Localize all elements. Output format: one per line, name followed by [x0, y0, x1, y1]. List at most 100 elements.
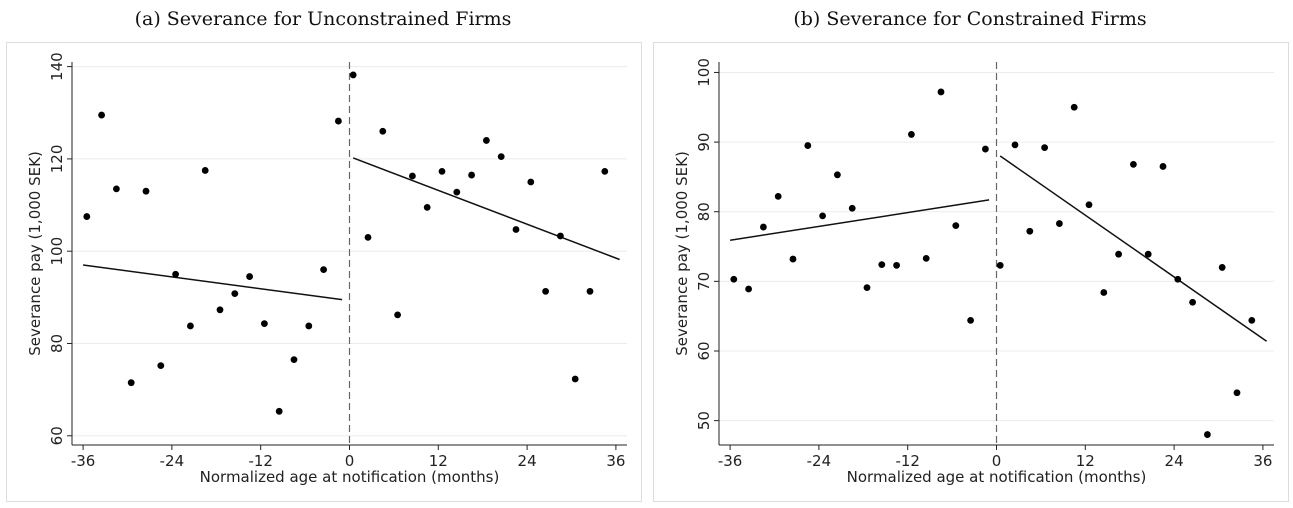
data-point [497, 153, 505, 160]
data-point [745, 285, 752, 293]
data-point [468, 171, 475, 179]
plot-frame-b [653, 42, 1289, 502]
data-point [789, 255, 797, 263]
data-point [201, 167, 209, 174]
x-tick-label: 24 [518, 452, 537, 470]
chart-title-b: (b) Severance for Constrained Firms [793, 8, 1147, 30]
fit-line [999, 155, 1268, 342]
data-point [1233, 389, 1241, 397]
x-tick-label: -36 [71, 452, 96, 470]
data-point [1026, 227, 1034, 235]
x-tick-label: 24 [1165, 452, 1184, 470]
x-tick-label: 0 [992, 452, 1002, 470]
scatter-plot-a: 60 80 100 120 140 -36 -24 -12 0 12 24 36 Normalized … [26, 52, 627, 486]
data-point [1144, 250, 1152, 258]
data-point [863, 284, 871, 292]
data-point [98, 111, 105, 119]
x-tick-label: -24 [160, 452, 185, 470]
data-point [996, 261, 1004, 269]
data-point [571, 375, 579, 383]
x-tick-label: -12 [895, 452, 920, 470]
data-point [1085, 201, 1093, 209]
data-point [542, 287, 549, 295]
data-point [557, 232, 564, 240]
x-tick-label: 12 [429, 452, 448, 470]
data-point [1130, 160, 1137, 168]
y-tick-label: 60 [695, 341, 713, 360]
data-point [586, 287, 594, 295]
data-point [1011, 141, 1019, 149]
y-tick-label: 50 [695, 411, 713, 430]
y-tick-label: 80 [695, 202, 713, 221]
data-point [878, 261, 886, 269]
data-point [216, 306, 224, 314]
data-point [908, 131, 915, 138]
y-axis-label: Severance pay (1,000 SEK) [673, 151, 691, 356]
data-point [1115, 250, 1122, 258]
data-point [409, 172, 416, 180]
data-point [305, 322, 313, 330]
data-point [1218, 264, 1226, 271]
data-point [937, 88, 945, 96]
data-point [364, 233, 372, 241]
data-point [127, 379, 135, 387]
data-point [231, 290, 239, 298]
chart-panel-a: (a) Severance for Unconstrained Firms 60… [0, 0, 646, 508]
data-point [483, 137, 490, 144]
data-point [601, 167, 609, 175]
data-point [1174, 275, 1182, 283]
data-point [893, 261, 900, 269]
data-point [1159, 163, 1167, 170]
y-tick-label: 90 [695, 133, 713, 152]
data-point [1056, 220, 1063, 227]
scatter-plot-b: 50 60 70 80 90 100 -36 -24 -12 0 12 24 36 Normalized … [673, 58, 1274, 486]
x-tick-label: -36 [718, 452, 743, 470]
x-axis-label: Normalized age at notification (months) [847, 468, 1147, 486]
data-point [275, 407, 283, 415]
data-point [83, 213, 91, 220]
data-point [394, 311, 401, 319]
x-tick-label: 36 [1253, 452, 1272, 470]
data-point [335, 117, 342, 125]
data-point [290, 356, 298, 364]
data-point [113, 185, 120, 193]
data-point [1189, 298, 1196, 306]
data-point [952, 222, 960, 230]
y-tick-label: 70 [695, 272, 713, 291]
y-axis-label: Severance pay (1,000 SEK) [26, 151, 44, 356]
data-point [1070, 103, 1078, 111]
data-point [922, 254, 930, 262]
data-point [967, 316, 974, 324]
y-tick-label: 80 [48, 334, 66, 353]
data-point [349, 71, 357, 79]
data-point [819, 212, 826, 220]
data-point [142, 187, 150, 195]
data-point [187, 322, 194, 330]
chart-title-a: (a) Severance for Unconstrained Firms [134, 8, 512, 30]
x-tick-label: -24 [807, 452, 832, 470]
data-point [834, 171, 841, 179]
data-point [423, 203, 431, 211]
data-point [982, 145, 989, 153]
x-tick-label: 0 [345, 452, 355, 470]
y-tick-label: 100 [48, 237, 66, 266]
x-tick-label: 12 [1076, 452, 1095, 470]
y-tick-label: 120 [48, 145, 66, 174]
fit-line [83, 264, 343, 301]
data-point [527, 178, 535, 186]
fit-line [352, 157, 620, 261]
data-point [453, 188, 461, 196]
data-point [1100, 289, 1108, 296]
data-point [774, 192, 782, 200]
data-point [730, 275, 738, 283]
x-tick-label: -12 [248, 452, 273, 470]
data-point [804, 142, 812, 149]
data-point [760, 223, 767, 231]
data-point [512, 226, 520, 233]
fit-line [729, 199, 990, 242]
data-point [1248, 316, 1256, 324]
chart-panel-b: (b) Severance for Constrained Firms 50 60… [647, 0, 1293, 508]
y-tick-label: 100 [695, 58, 713, 87]
data-point [157, 362, 165, 370]
data-point [379, 127, 387, 135]
